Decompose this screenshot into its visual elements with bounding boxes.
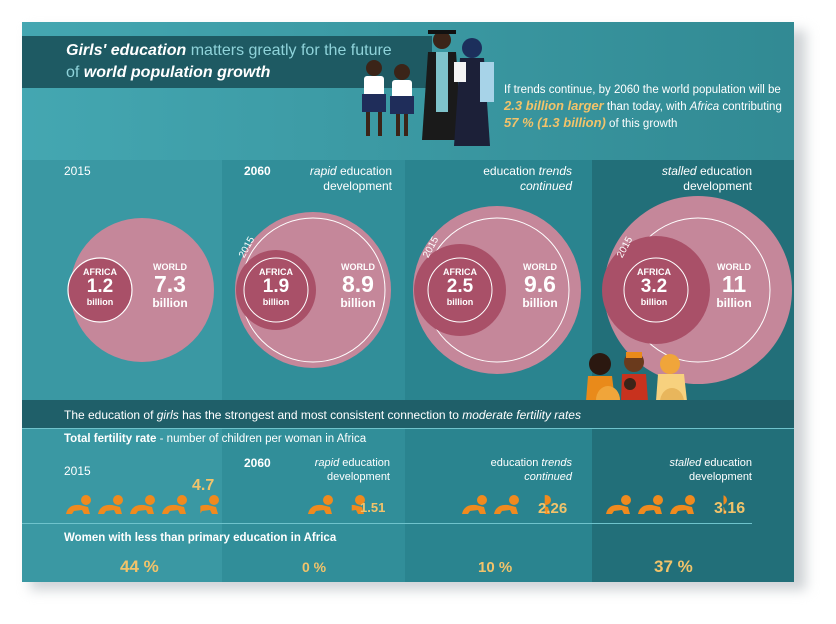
illustration-layer (67, 30, 792, 428)
africa-circle-2015 (67, 257, 133, 323)
women-pct-rapid: 0 % (302, 559, 327, 575)
page-title: Girls' education matters greatly for the… (66, 40, 426, 84)
women-pct-2015: 44 % (120, 557, 159, 576)
baby-icons (308, 495, 365, 514)
tfr-babies-2015 (64, 494, 224, 516)
africa-circle-rapid (236, 250, 316, 330)
baby-icon (544, 495, 551, 514)
tfr-label-2015: 2015 (64, 464, 91, 478)
world-label-rapid: WORLD 8.9 billion (340, 262, 376, 310)
world-label-stalled: WORLD 11 billion (716, 262, 752, 310)
tfr-value-2015: 4.7 (192, 477, 215, 494)
baby-icon (462, 495, 487, 514)
women-heading: Women with less than primary education i… (64, 532, 337, 544)
women-pct-trends: 10 % (478, 559, 513, 576)
fertility-statement: The education of girls has the strongest… (64, 408, 581, 422)
tfr-babies-trends (460, 494, 560, 516)
divider-2 (22, 523, 752, 524)
intro-text: If trends continue, by 2060 the world po… (504, 84, 782, 130)
year-tag-2060: 2060 (244, 164, 271, 178)
baby-icon (200, 495, 219, 514)
title-box (22, 36, 432, 88)
africa-circle-trends (414, 244, 506, 336)
fertility-statement-band (22, 400, 794, 428)
tfr-babies-rapid (306, 494, 386, 516)
baby-icon (66, 495, 91, 514)
title-emphasis-girls: Girls' education (66, 42, 187, 59)
column-label-trends: education trends continued (483, 164, 572, 193)
baby-icon (494, 495, 519, 514)
intro-highlight-growth: 2.3 billion larger (504, 98, 604, 113)
column-label-stalled: stalled education development (661, 164, 752, 193)
title-emphasis-growth: world population growth (83, 64, 271, 81)
baby-icon (98, 495, 123, 514)
baby-icon (351, 495, 365, 514)
world-circle-2015 (70, 218, 214, 362)
tfr-babies-stalled (604, 494, 734, 516)
tfr-heading: Total fertility rate - number of childre… (64, 433, 367, 445)
column-label-rapid: rapid education development (309, 164, 392, 193)
africa-ring-trends (427, 257, 493, 323)
baby-icon (162, 495, 187, 514)
africa-label-rapid: AFRICA 1.9 billion (259, 267, 293, 307)
tfr-label-rapid: rapid education development (314, 457, 390, 483)
tfr-value-rapid: 1.51 (360, 500, 386, 515)
africa-label-2015: AFRICA 1.2 billion (83, 267, 117, 307)
baby-icon (606, 495, 631, 514)
tfr-label-trends: education trends continued (490, 457, 572, 483)
baby-icons (462, 495, 551, 514)
baby-icon (670, 495, 695, 514)
world-label-2015: WORLD 7.3 billion (152, 262, 188, 310)
title-line2-pre: of (66, 64, 84, 81)
title-line1-rest: matters greatly for the future (186, 42, 392, 59)
baby-icon (723, 495, 727, 514)
africa-circle-stalled (602, 236, 710, 344)
africa-label-trends: AFRICA 2.5 billion (443, 267, 477, 307)
tfr-label-2060: 2060 (244, 456, 271, 470)
tfr-label-stalled: stalled education development (669, 457, 752, 483)
africa-label-stalled: AFRICA 3.2 billion (637, 267, 671, 307)
baby-icon (308, 495, 333, 514)
divider-1 (22, 428, 794, 429)
tfr-value-trends: 2.26 (538, 500, 568, 517)
baby-icon (130, 495, 155, 514)
africa-ring-stalled (623, 257, 689, 323)
africa-ring-rapid (243, 257, 309, 323)
world-label-trends: WORLD 9.6 billion (522, 262, 558, 310)
students-illustration (362, 30, 494, 146)
column-label-2015: 2015 (64, 164, 91, 178)
infographic-card: Girls' education matters greatly for the… (22, 22, 794, 582)
baby-icons (606, 495, 727, 514)
baby-icons (66, 495, 219, 514)
women-pct-stalled: 37 % (654, 557, 693, 576)
baby-icon (638, 495, 663, 514)
intro-highlight-africa-share: 57 % (1.3 billion) (504, 115, 606, 130)
tfr-value-stalled: 3.16 (714, 500, 746, 517)
